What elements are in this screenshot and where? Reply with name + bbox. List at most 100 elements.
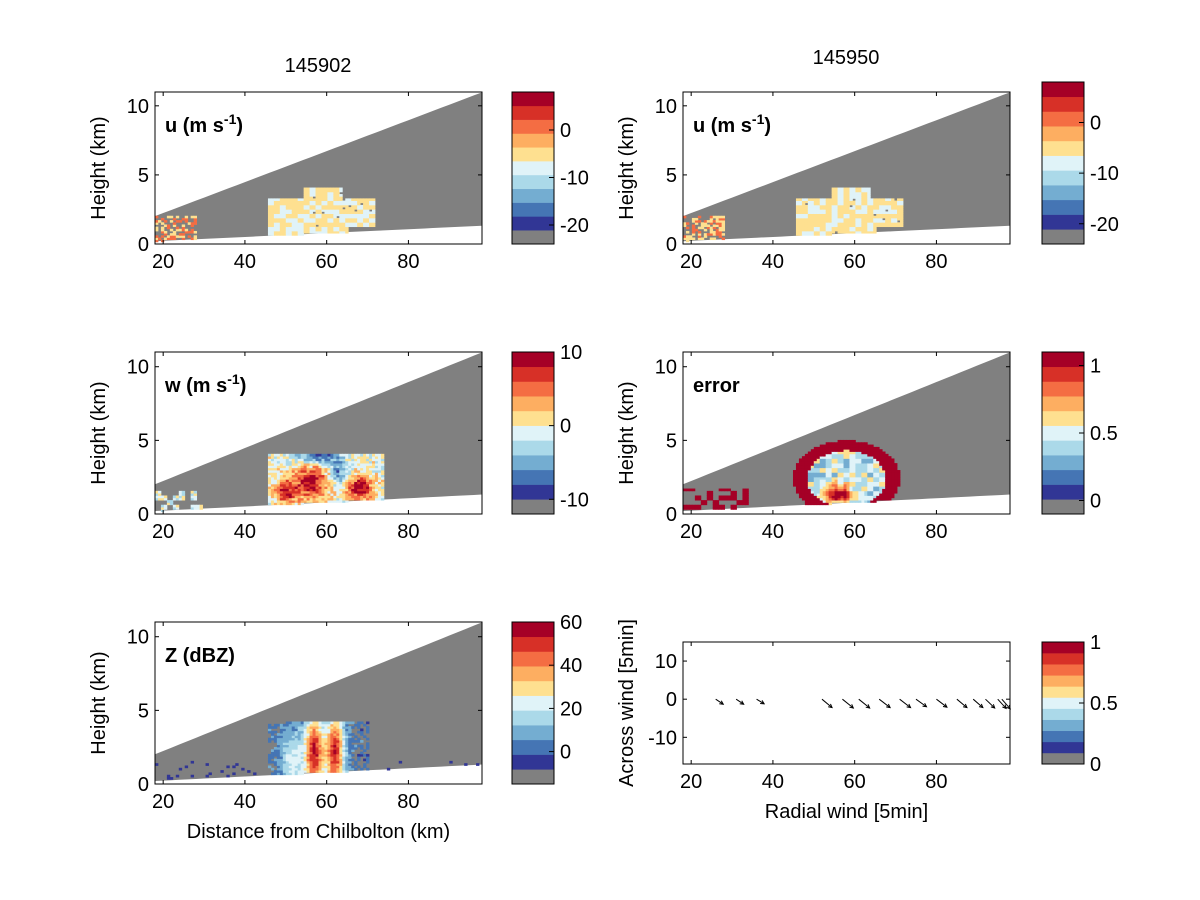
data-cell (282, 756, 287, 759)
data-cell (270, 230, 275, 234)
data-cell (894, 465, 898, 469)
data-cell (840, 198, 844, 201)
data-cell (831, 204, 836, 208)
data-cell (315, 770, 319, 773)
data-cell (291, 463, 296, 466)
data-cell (837, 497, 841, 501)
data-cell (342, 460, 346, 464)
data-cell (739, 500, 743, 503)
data-cell (270, 215, 275, 219)
data-cell (351, 215, 355, 219)
data-cell (831, 497, 836, 501)
data-cell (867, 493, 871, 496)
data-cell (888, 456, 892, 459)
data-cell (846, 209, 850, 212)
data-cell (303, 476, 308, 480)
y-tick-label: 10 (127, 96, 149, 118)
data-cell (861, 463, 865, 466)
panel-label: u (m s-1) (693, 111, 771, 137)
data-cell (294, 758, 299, 762)
data-cell (342, 744, 346, 748)
data-cell (285, 213, 290, 217)
data-cell (327, 770, 331, 773)
data-cell (837, 224, 841, 228)
data-cell (348, 753, 352, 757)
data-cell (273, 502, 278, 506)
data-cell (810, 222, 815, 225)
data-cell (345, 737, 349, 741)
data-cell (354, 453, 358, 457)
data-cell (312, 744, 316, 748)
data-cell (360, 222, 364, 225)
data-cell (724, 488, 728, 492)
data-cell (366, 215, 370, 219)
data-cell (333, 211, 337, 214)
data-cell (864, 224, 868, 228)
data-cell (279, 742, 284, 746)
data-cell (849, 488, 853, 492)
data-cell (852, 220, 856, 223)
data-cell (327, 721, 331, 725)
data-cell (309, 198, 313, 201)
data-cell (339, 495, 343, 499)
data-cell (270, 217, 275, 221)
data-cell (300, 217, 305, 221)
data-cell (190, 493, 195, 496)
data-cell (297, 767, 302, 771)
data-cell (345, 228, 349, 232)
data-cell (267, 460, 272, 464)
data-cell (348, 721, 352, 725)
data-cell (342, 493, 346, 496)
data-cell (870, 207, 874, 210)
data-cell (873, 449, 877, 452)
data-cell (339, 765, 343, 769)
data-cell (291, 742, 296, 746)
data-cell (318, 220, 322, 223)
data-cell (336, 476, 340, 480)
data-cell (312, 497, 316, 501)
data-cell (852, 458, 856, 462)
data-cell (813, 220, 818, 223)
data-cell (291, 760, 296, 764)
data-cell (306, 735, 310, 739)
data-cell (279, 723, 284, 727)
data-cell (849, 217, 853, 221)
data-cell (315, 226, 319, 230)
data-cell (858, 474, 862, 478)
data-cell (724, 495, 728, 499)
data-cell (363, 217, 367, 221)
data-cell (828, 493, 833, 496)
data-cell (703, 222, 708, 225)
colorbar-swatch (1042, 653, 1084, 665)
data-cell (190, 507, 195, 510)
data-cell (303, 196, 308, 199)
data-cell (357, 753, 361, 757)
data-cell (288, 721, 293, 725)
data-cell (273, 479, 278, 482)
data-cell (828, 467, 833, 471)
data-cell (342, 200, 346, 204)
data-cell (849, 220, 853, 223)
data-cell (303, 753, 308, 757)
data-cell (306, 765, 310, 769)
data-cell (324, 753, 328, 757)
data-cell (819, 446, 824, 450)
data-cell (807, 451, 812, 455)
data-cell (897, 470, 901, 473)
data-cell (834, 213, 838, 217)
data-cell (810, 463, 815, 466)
data-cell (291, 209, 296, 212)
data-cell (870, 449, 874, 452)
data-cell (831, 202, 836, 206)
data-cell (846, 490, 850, 494)
data-cell (327, 196, 331, 199)
data-cell (864, 191, 868, 195)
data-cell (366, 486, 370, 489)
data-cell (870, 226, 874, 230)
data-cell (888, 213, 892, 217)
data-cell (861, 224, 865, 228)
data-cell (819, 444, 824, 448)
data-cell (891, 463, 895, 466)
data-cell (861, 222, 865, 225)
data-cell (804, 228, 809, 232)
